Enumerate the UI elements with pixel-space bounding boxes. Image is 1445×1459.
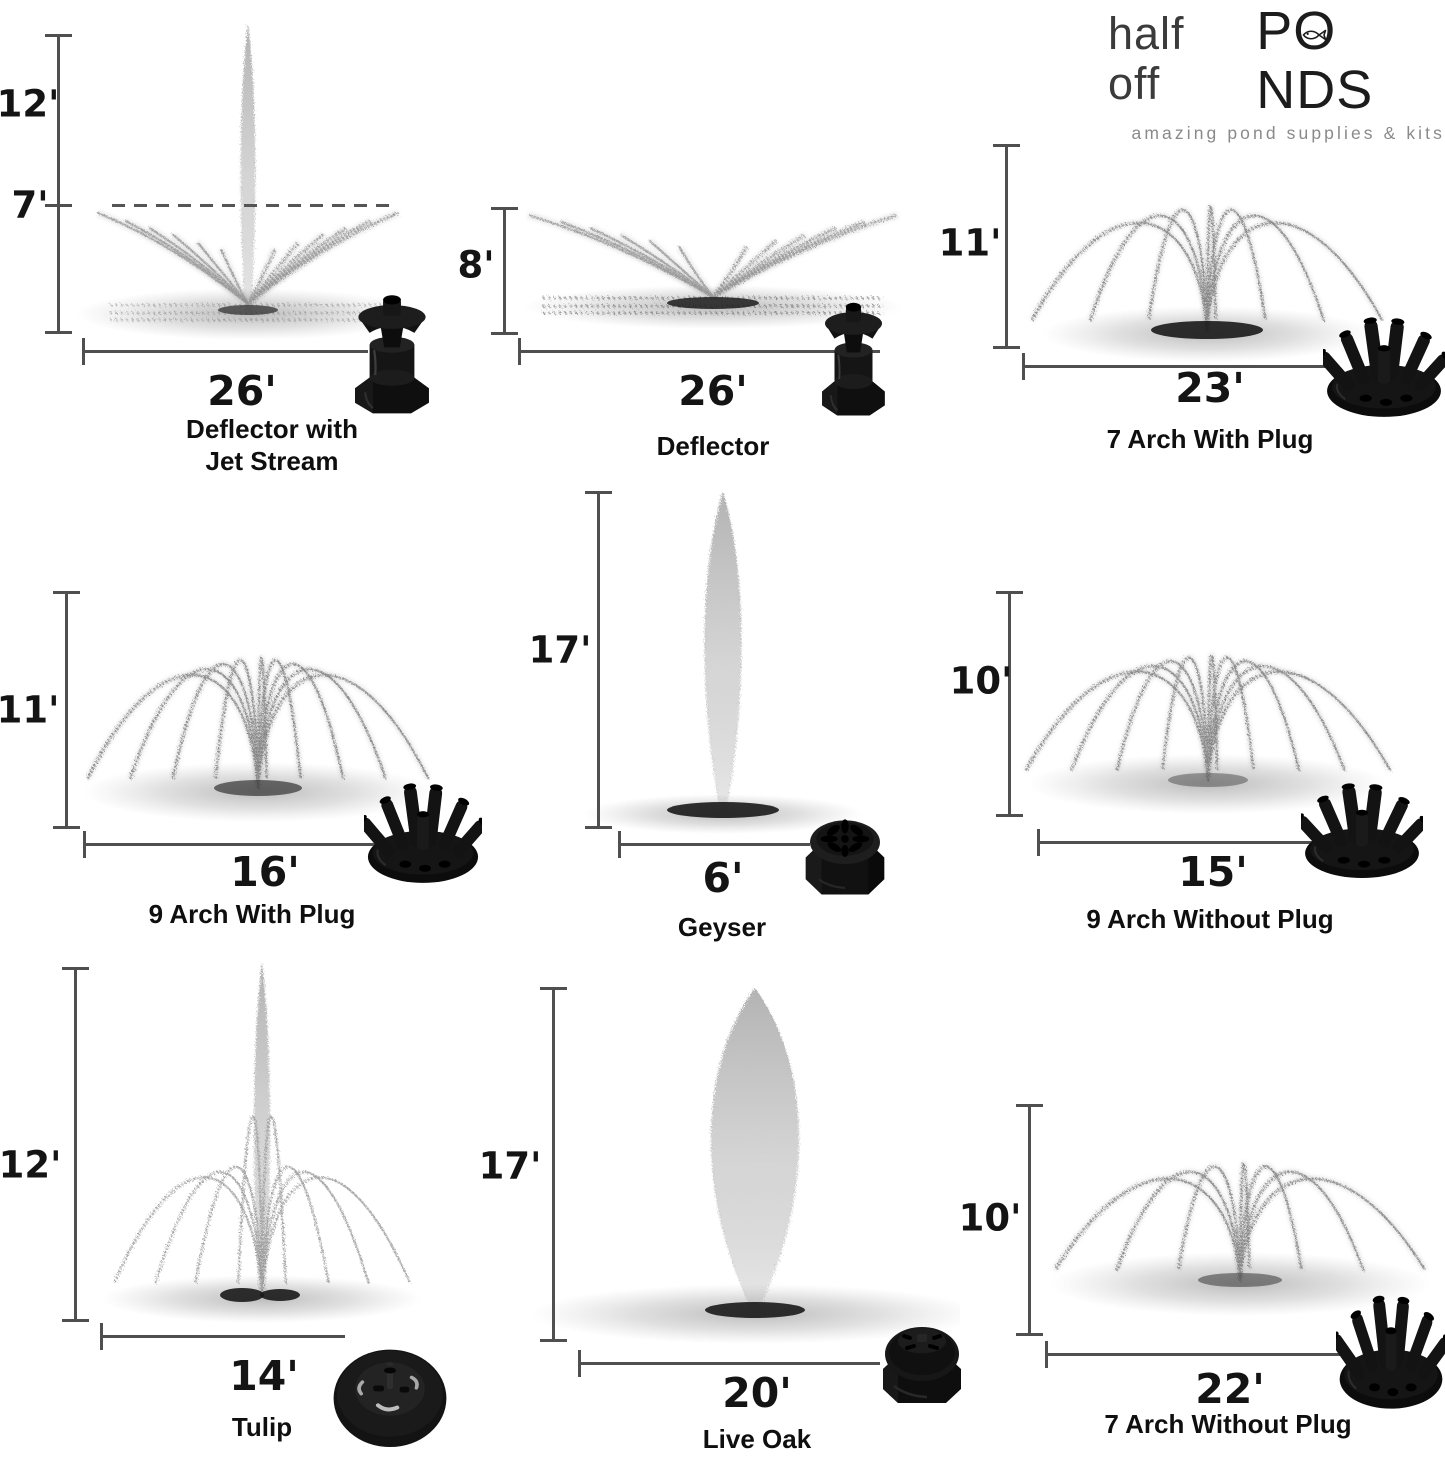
deflector-nozzle-photo — [336, 284, 448, 416]
height-scale-line — [1005, 145, 1008, 347]
height-scale-bottom-tick — [540, 1339, 567, 1342]
height-label: 17' — [528, 628, 592, 672]
height-scale-line — [503, 208, 506, 333]
product-name: Deflector with Jet Stream — [186, 414, 358, 476]
spray-illustration — [1029, 204, 1385, 362]
height-scale-top-tick — [491, 207, 518, 210]
fountain-panel-9-arch-with-plug: 11' 16' 9 Arch With Plug — [0, 480, 489, 960]
height-scale-top-tick — [62, 967, 89, 970]
width-label: 20' — [722, 1369, 792, 1417]
height-scale-top-tick — [53, 591, 80, 594]
liveoak-nozzle-photo — [872, 1312, 972, 1412]
width-label: 26' — [207, 367, 277, 415]
spray-illustration — [83, 655, 433, 822]
spray-illustration — [530, 986, 960, 1344]
fountain-panel-deflector-with-jet-stream: 12' 7' 26' Deflector with Jet Stream — [0, 0, 480, 486]
width-scale-line — [82, 350, 368, 353]
arch-nozzle-photo — [1315, 315, 1445, 419]
height-scale-top-tick — [540, 987, 567, 990]
height-scale-bottom-tick — [45, 331, 72, 334]
product-name: 9 Arch Without Plug — [1086, 904, 1334, 934]
spray-illustration — [583, 488, 863, 834]
height-scale-line — [65, 592, 68, 827]
width-label: 14' — [229, 1352, 299, 1400]
width-label: 16' — [230, 848, 300, 896]
brand-name-bold: PO NDS — [1256, 1, 1374, 121]
height-label: 12' — [0, 1143, 62, 1187]
width-scale-line — [518, 350, 880, 353]
height-scale-top-tick — [585, 491, 612, 494]
width-scale-line — [578, 1362, 880, 1365]
fountain-panel-7-arch-with-plug: 11' 23' 7 Arch With Plug — [939, 0, 1445, 486]
fountain-panel-7-arch-without-plug: 10' 22' 7 Arch Without Plug — [958, 960, 1445, 1452]
product-name: Tulip — [231, 1412, 293, 1442]
width-scale-line — [1022, 365, 1332, 368]
width-scale-line — [1045, 1353, 1345, 1356]
height-scale-bottom-tick — [1016, 1333, 1043, 1336]
arch-nozzle-photo — [1329, 1293, 1445, 1411]
width-scale-line — [1037, 841, 1315, 844]
height-scale-line — [1028, 1105, 1031, 1334]
width-label: 26' — [678, 367, 748, 415]
fountain-panel-live-oak: 17' 20' Live Oak — [478, 960, 961, 1454]
height-scale-line — [552, 988, 555, 1340]
brand-wordmark: half off PO NDS — [1108, 1, 1445, 121]
product-name: Deflector — [656, 431, 770, 461]
height-scale-line — [597, 492, 600, 827]
width-label: 15' — [1178, 848, 1248, 896]
spray-illustration — [1023, 652, 1393, 814]
height-scale-bottom-tick — [993, 346, 1020, 349]
height-scale-top-tick — [993, 144, 1020, 147]
height-scale-bottom-tick — [585, 826, 612, 829]
product-name: 9 Arch With Plug — [148, 899, 356, 929]
width-label: 22' — [1195, 1365, 1265, 1413]
width-label: 23' — [1175, 364, 1245, 412]
height-scale-line — [1008, 592, 1011, 815]
height-scale-bottom-tick — [491, 332, 518, 335]
product-name: Live Oak — [702, 1424, 812, 1454]
secondary-height-dashed-line — [112, 204, 398, 207]
spray-illustration — [102, 962, 422, 1323]
secondary-height-label: 7' — [11, 183, 49, 227]
height-scale-line — [57, 35, 60, 332]
product-name: 7 Arch With Plug — [1106, 424, 1314, 454]
height-scale-top-tick — [1016, 1104, 1043, 1107]
height-scale-bottom-tick — [53, 826, 80, 829]
height-scale-bottom-tick — [62, 1319, 89, 1322]
spray-illustration — [76, 24, 420, 340]
height-label: 10' — [958, 1196, 1022, 1240]
fountain-panel-tulip: 12' 14' Tulip — [0, 960, 480, 1452]
brand-name-light: half off — [1108, 8, 1185, 109]
height-label: 17' — [478, 1144, 542, 1188]
brand-logo: half off PO NDS amazing pond supplies & k… — [1108, 1, 1445, 144]
height-label: 12' — [0, 82, 60, 126]
height-scale-top-tick — [996, 591, 1023, 594]
width-scale-line — [618, 843, 810, 846]
height-label: 11' — [938, 221, 1002, 265]
height-scale-line — [74, 968, 77, 1320]
spray-illustration — [1050, 1160, 1430, 1316]
tulip-nozzle-photo — [330, 1338, 450, 1454]
fountain-panel-deflector: 8' 26' Deflector — [457, 0, 960, 486]
product-name: 7 Arch Without Plug — [1104, 1409, 1352, 1439]
height-label: 8' — [457, 243, 495, 287]
brand-tagline: amazing pond supplies & kits — [1131, 122, 1445, 143]
height-scale-top-tick — [45, 34, 72, 37]
width-label: 6' — [702, 854, 744, 902]
height-label: 10' — [949, 659, 1013, 703]
deflector-nozzle-photo — [806, 292, 901, 418]
product-name: Geyser — [677, 912, 767, 942]
fountain-panel-9-arch-without-plug: 10' 15' 9 Arch Without Plug — [950, 480, 1445, 960]
fish-icon — [1302, 29, 1327, 41]
height-label: 11' — [0, 688, 60, 732]
arch-nozzle-photo — [357, 781, 489, 885]
spray-illustration — [523, 211, 903, 329]
width-scale-line — [83, 843, 380, 846]
width-scale-line — [100, 1335, 345, 1338]
arch-nozzle-photo — [1293, 781, 1430, 880]
fountain-panel-geyser: 17' 6' Geyser — [480, 480, 960, 960]
height-scale-mid-tick — [45, 204, 72, 207]
geyser-nozzle-photo — [792, 803, 898, 901]
height-scale-bottom-tick — [996, 814, 1023, 817]
